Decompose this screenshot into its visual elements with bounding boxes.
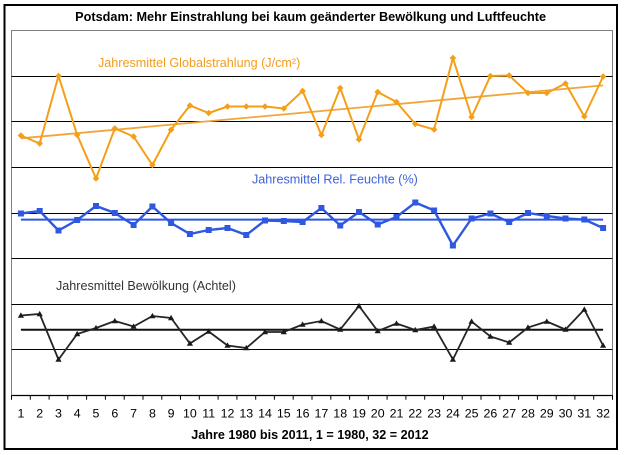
svg-text:16: 16 — [296, 407, 310, 421]
svg-text:26: 26 — [484, 407, 498, 421]
svg-text:4: 4 — [74, 407, 81, 421]
svg-text:30: 30 — [559, 407, 573, 421]
svg-text:Potsdam: Mehr Einstrahlung bei: Potsdam: Mehr Einstrahlung bei kaum geän… — [75, 10, 546, 24]
svg-text:Jahresmittel Bewölkung (Achtel: Jahresmittel Bewölkung (Achtel) — [56, 279, 236, 293]
svg-text:12: 12 — [221, 407, 235, 421]
svg-text:13: 13 — [239, 407, 253, 421]
svg-text:25: 25 — [465, 407, 479, 421]
svg-text:23: 23 — [427, 407, 441, 421]
svg-text:1: 1 — [17, 407, 24, 421]
svg-text:7: 7 — [130, 407, 137, 421]
svg-text:Jahresmittel Globalstrahlung (: Jahresmittel Globalstrahlung (J/cm²) — [98, 56, 300, 70]
svg-text:10: 10 — [183, 407, 197, 421]
svg-text:15: 15 — [277, 407, 291, 421]
svg-text:Jahre 1980 bis 2011, 1 = 1980,: Jahre 1980 bis 2011, 1 = 1980, 32 = 2012 — [191, 428, 428, 442]
svg-text:27: 27 — [502, 407, 516, 421]
svg-text:5: 5 — [93, 407, 100, 421]
svg-text:32: 32 — [596, 407, 610, 421]
svg-text:3: 3 — [55, 407, 62, 421]
svg-text:18: 18 — [333, 407, 347, 421]
svg-text:2: 2 — [36, 407, 43, 421]
svg-text:8: 8 — [149, 407, 156, 421]
svg-text:20: 20 — [371, 407, 385, 421]
svg-text:21: 21 — [390, 407, 404, 421]
svg-text:29: 29 — [540, 407, 554, 421]
svg-text:22: 22 — [408, 407, 422, 421]
svg-text:6: 6 — [111, 407, 118, 421]
svg-text:11: 11 — [202, 407, 215, 421]
svg-text:9: 9 — [168, 407, 175, 421]
svg-text:24: 24 — [446, 407, 460, 421]
svg-text:Jahresmittel Rel. Feuchte (%): Jahresmittel Rel. Feuchte (%) — [252, 172, 418, 186]
svg-text:28: 28 — [521, 407, 535, 421]
svg-text:31: 31 — [577, 407, 591, 421]
svg-text:19: 19 — [352, 407, 366, 421]
svg-text:14: 14 — [258, 407, 272, 421]
svg-text:17: 17 — [315, 407, 329, 421]
